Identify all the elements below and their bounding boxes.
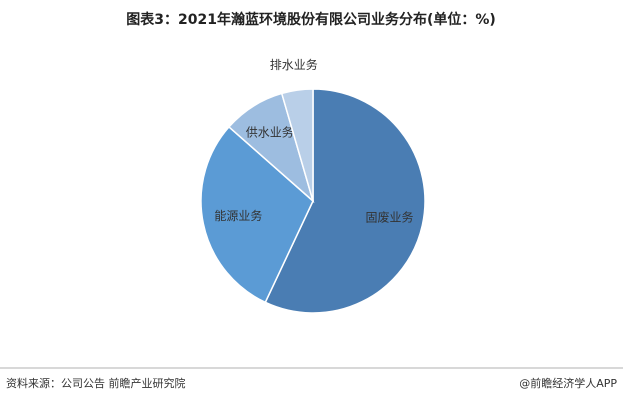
pie-slice bbox=[200, 125, 314, 304]
pie-slice bbox=[280, 88, 314, 202]
slice-label: 排水业务 bbox=[270, 57, 318, 72]
slice-label: 固废业务 bbox=[366, 210, 414, 225]
slice-label: 能源业务 bbox=[214, 208, 262, 223]
credit: @前瞻经济学人APP bbox=[519, 376, 617, 390]
chart-title: 图表3：2021年瀚蓝环境股份有限公司业务分布(单位：%) bbox=[126, 11, 496, 28]
slice-label: 供水业务 bbox=[246, 124, 294, 139]
pie-slice bbox=[264, 88, 426, 314]
source: 资料来源：公司公告 前瞻产业研究院 bbox=[6, 376, 186, 390]
